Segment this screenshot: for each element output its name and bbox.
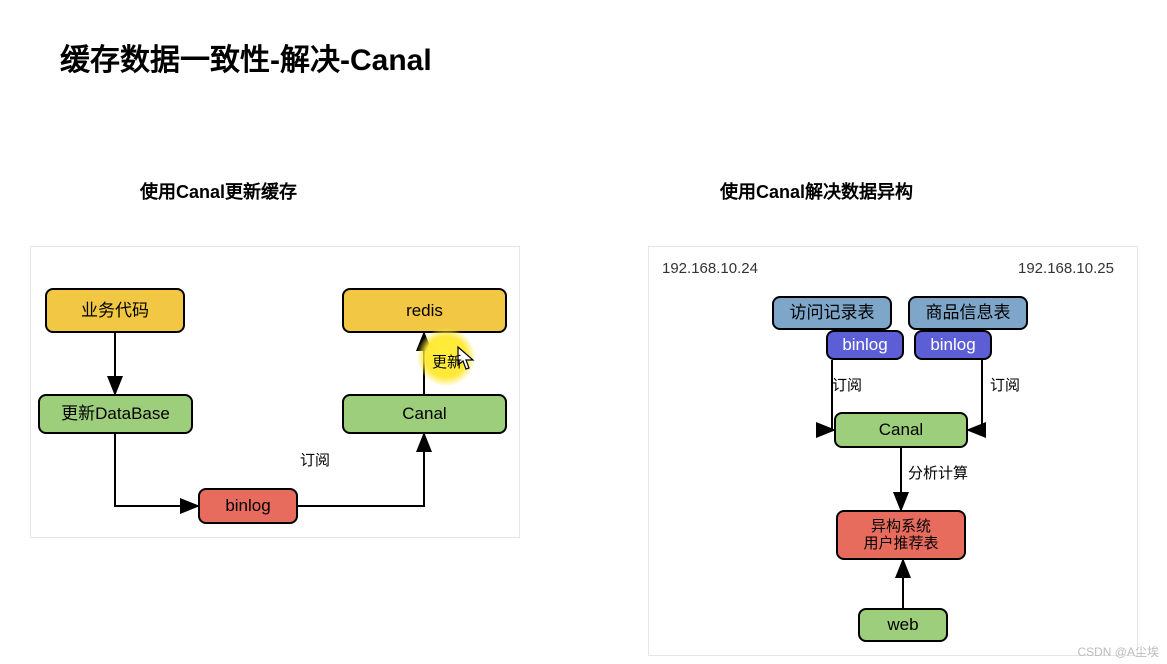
- edge-label: 分析计算: [908, 462, 968, 483]
- right-subtitle: 使用Canal解决数据异构: [720, 178, 913, 204]
- edge-label: 更新: [432, 351, 462, 372]
- left-node-redis: redis: [342, 288, 507, 333]
- right-node-binlogL: binlog: [826, 330, 904, 360]
- right-node-goods: 商品信息表: [908, 296, 1028, 330]
- watermark: CSDN @A尘埃: [1077, 643, 1159, 660]
- edge-label: 订阅: [300, 449, 330, 470]
- right-node-binlogR: binlog: [914, 330, 992, 360]
- right-node-hetero: 异构系统用户推荐表: [836, 510, 966, 560]
- right-node-visit: 访问记录表: [772, 296, 892, 330]
- ip-left: 192.168.10.24: [662, 260, 758, 277]
- right-panel: [648, 246, 1138, 656]
- left-node-canal: Canal: [342, 394, 507, 434]
- edge-label: 订阅: [832, 374, 862, 395]
- left-node-biz: 业务代码: [45, 288, 185, 333]
- edge-label: 订阅: [990, 374, 1020, 395]
- page-title: 缓存数据一致性-解决-Canal: [60, 35, 432, 79]
- ip-right: 192.168.10.25: [1018, 260, 1114, 277]
- left-subtitle: 使用Canal更新缓存: [140, 178, 297, 204]
- left-node-update: 更新DataBase: [38, 394, 193, 434]
- right-node-web: web: [858, 608, 948, 642]
- right-node-canal: Canal: [834, 412, 968, 448]
- left-node-binlog: binlog: [198, 488, 298, 524]
